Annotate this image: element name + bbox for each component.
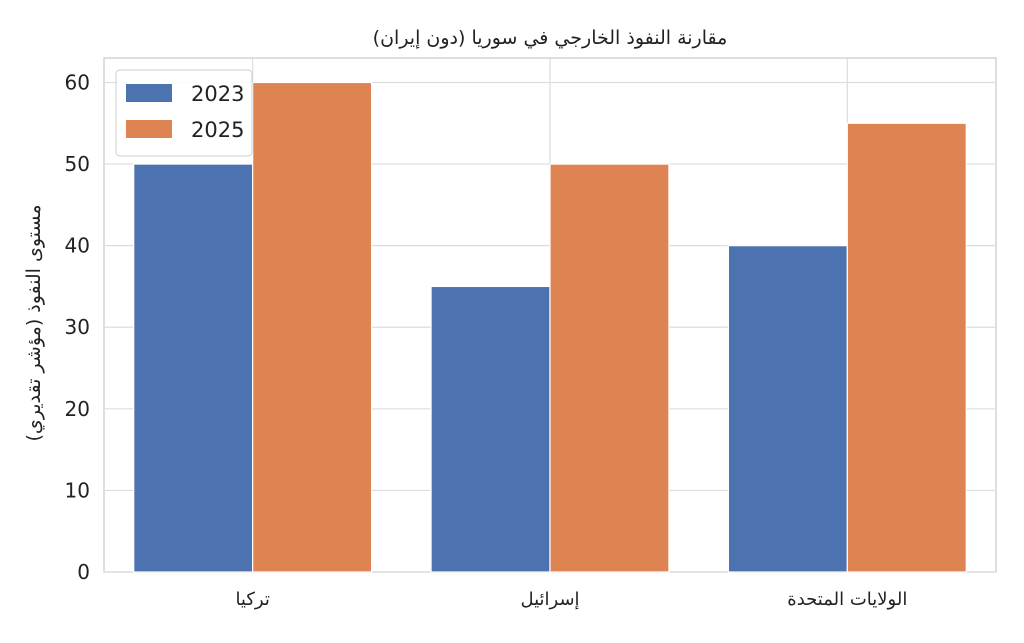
bars	[133, 81, 967, 573]
y-tick-label: 40	[65, 234, 90, 258]
bar-2023-2	[430, 285, 551, 573]
legend-label: 2023	[191, 82, 244, 106]
legend-swatch-2025	[126, 120, 172, 138]
x-tick-label: الولايات المتحدة	[787, 589, 907, 610]
bar-2025-2	[549, 163, 670, 573]
bar-2025-3	[846, 122, 967, 573]
bar-2023-3	[727, 245, 848, 573]
chart-title: مقارنة النفوذ الخارجي في سوريا (دون إيرا…	[373, 27, 728, 50]
x-tick-label: إسرائيل	[520, 589, 579, 610]
legend: 2023 2025	[115, 69, 253, 157]
category-labels: تركيا إسرائيل الولايات المتحدة	[235, 589, 907, 610]
x-tick-label: تركيا	[235, 589, 269, 610]
y-tick-label: 0	[77, 560, 90, 584]
bar-2023-1	[133, 163, 254, 573]
legend-swatch-2023	[126, 84, 172, 102]
y-tick-label: 10	[65, 478, 90, 502]
y-tick-label: 50	[65, 152, 90, 176]
y-axis-label: مستوى النفوذ (مؤشر تقديري)	[23, 204, 45, 441]
legend-items: 2023 2025	[126, 82, 244, 142]
y-tick-label: 60	[65, 70, 90, 94]
legend-label: 2025	[191, 118, 244, 142]
tick-labels: 0 10 20 30 40 50 60	[65, 70, 90, 584]
y-tick-label: 30	[65, 315, 90, 339]
y-tick-label: 20	[65, 397, 90, 421]
bar-2025-1	[252, 81, 373, 573]
